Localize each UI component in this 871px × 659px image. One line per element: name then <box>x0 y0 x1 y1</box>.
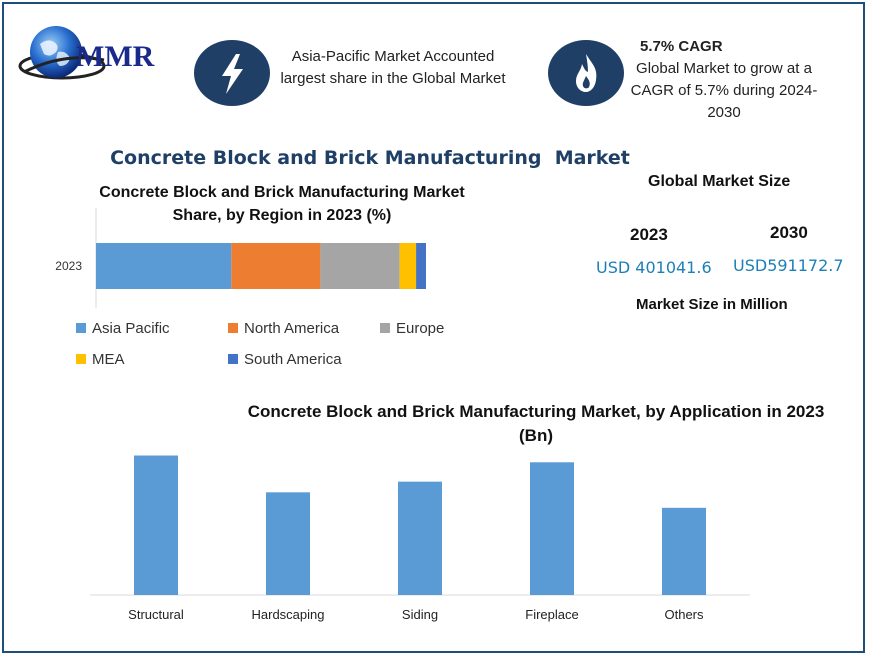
region-chart-category-label: 2023 <box>55 259 82 273</box>
page-frame <box>2 2 865 653</box>
region-bar-europe <box>320 243 400 289</box>
application-category-label: Siding <box>402 607 438 622</box>
application-category-label: Others <box>664 607 704 622</box>
info-asia-pacific-text: Asia-Pacific Market Accounted largest sh… <box>280 48 506 87</box>
market-size-unit-label: Market Size in Million <box>636 296 788 313</box>
cagr-headline: 5.7% CAGR <box>640 38 723 55</box>
globe-icon <box>18 26 106 80</box>
region-chart-title: Concrete Block and Brick Manufacturing M… <box>99 184 465 224</box>
region-bar-south-america <box>416 243 426 289</box>
market-size-value-2023: USD 401041.6 <box>596 258 712 277</box>
application-chart-title: Concrete Block and Brick Manufacturing M… <box>247 402 825 445</box>
application-bar-hardscaping <box>266 492 310 595</box>
market-size-year-2023: 2023 <box>630 225 668 244</box>
application-category-label: Structural <box>128 607 184 622</box>
application-chart: Structural Hardscaping Siding Fireplace Othe… <box>90 455 750 622</box>
market-size-title: Global Market Size <box>648 173 791 190</box>
mmr-logo: MMR <box>18 22 178 92</box>
market-size-year-2030: 2030 <box>770 223 808 242</box>
application-bar-siding <box>398 481 442 595</box>
lightning-bolt-icon <box>194 40 270 106</box>
cagr-text: Global Market to grow at a CAGR of 5.7% … <box>630 60 818 121</box>
region-bar-asia-pacific <box>96 243 232 289</box>
application-category-label: Hardscaping <box>252 607 325 622</box>
legend-item-south-america: South America <box>228 351 342 368</box>
application-bar-fireplace <box>530 462 574 595</box>
legend-item-north-america: North America <box>228 320 339 337</box>
application-bar-structural <box>134 455 178 595</box>
application-bar-others <box>662 507 706 595</box>
legend-item-europe: Europe <box>380 320 444 337</box>
legend-item-mea: MEA <box>76 351 125 368</box>
application-category-label: Fireplace <box>525 607 578 622</box>
market-size-value-2030: USD591172.7 <box>733 256 844 275</box>
page-title: Concrete Block and Brick Manufacturing M… <box>110 147 630 169</box>
logo-text: MMR <box>76 40 155 73</box>
region-bar-mea <box>399 243 417 289</box>
region-bar-north-america <box>231 243 321 289</box>
region-share-chart: 2023 <box>55 208 426 308</box>
flame-icon <box>548 40 624 106</box>
legend-item-asia-pacific: Asia Pacific <box>76 320 170 337</box>
